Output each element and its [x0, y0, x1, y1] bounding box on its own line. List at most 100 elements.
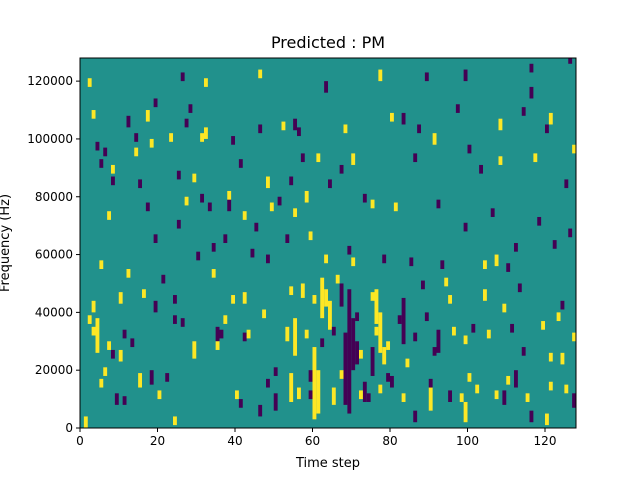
heatmap-cell	[114, 393, 119, 405]
heatmap-cell	[545, 413, 549, 426]
heatmap-cell	[83, 416, 88, 428]
heatmap-cell	[417, 124, 422, 134]
y-tick-label: 60000	[35, 248, 73, 262]
heatmap-cell	[401, 393, 406, 402]
heatmap-cell	[204, 78, 208, 87]
heatmap-cell	[436, 199, 441, 209]
heatmap-cell	[359, 349, 363, 359]
heatmap-cell	[486, 329, 491, 339]
heatmap-cell	[184, 118, 189, 128]
heatmap-cell	[184, 196, 189, 206]
heatmap-cell	[200, 193, 205, 203]
heatmap-cell	[200, 133, 205, 142]
heatmap-cell	[459, 393, 464, 402]
heatmap-cell	[145, 202, 150, 212]
heatmap-cell	[359, 390, 363, 400]
heatmap-cell	[351, 318, 356, 371]
heatmap-cell	[440, 260, 445, 270]
heatmap-cell	[320, 338, 325, 348]
heatmap-cell	[308, 390, 313, 400]
heatmap-cell	[382, 254, 387, 264]
heatmap-cell	[413, 410, 418, 423]
heatmap-cell	[300, 283, 305, 298]
heatmap-cell	[347, 245, 352, 255]
heatmap-cell	[134, 133, 139, 142]
heatmap-cell	[548, 381, 553, 391]
heatmap-cell	[188, 104, 193, 113]
heatmap-cell	[173, 295, 177, 304]
heatmap-cell	[138, 179, 143, 189]
heatmap-cell	[312, 295, 317, 304]
heatmap-cell	[498, 156, 503, 165]
heatmap-cell	[211, 269, 216, 278]
heatmap-cell	[498, 118, 503, 131]
heatmap-cell	[231, 136, 236, 145]
heatmap-cell	[533, 153, 538, 163]
heatmap-cell	[126, 115, 131, 128]
heatmap-cell	[157, 390, 162, 400]
heatmap-cell	[556, 312, 561, 322]
heatmap-cell	[467, 144, 472, 154]
heatmap-cell	[227, 199, 232, 212]
heatmap-cell	[289, 176, 294, 186]
y-tick-label: 80000	[35, 190, 73, 204]
heatmap-cell	[242, 332, 247, 342]
heatmap-cell	[444, 277, 449, 287]
heatmap-cell	[541, 321, 546, 330]
heatmap-cell	[176, 170, 181, 180]
heatmap-cell	[285, 234, 290, 243]
y-tick-label: 0	[65, 421, 73, 435]
heatmap-cell	[370, 199, 375, 209]
heatmap-cell	[428, 387, 433, 411]
heatmap-cell	[335, 274, 340, 284]
heatmap-cell	[362, 381, 367, 402]
heatmap-cell	[545, 124, 549, 134]
heatmap-cell	[281, 121, 286, 131]
heatmap-cell	[173, 315, 177, 324]
heatmap-cell	[343, 332, 348, 405]
heatmap-cell	[401, 297, 406, 345]
heatmap-cell	[448, 295, 453, 304]
heatmap-cell	[401, 112, 406, 125]
heatmap-cell	[448, 390, 453, 402]
heatmap-cell	[254, 222, 259, 232]
heatmap-cell	[111, 164, 115, 174]
heatmap-cell	[211, 243, 216, 252]
heatmap-cell	[91, 300, 96, 313]
heatmap-cell	[328, 300, 332, 330]
heatmap-cell	[552, 240, 557, 249]
heatmap-cell	[490, 208, 495, 217]
heatmap-cell	[122, 396, 127, 405]
heatmap-cell	[374, 326, 379, 336]
heatmap-cell	[432, 133, 437, 145]
heatmap-cell	[560, 352, 565, 365]
heatmap-cell	[308, 231, 313, 241]
heatmap-cell	[405, 358, 410, 368]
heatmap-cell	[165, 373, 170, 382]
heatmap-cell	[153, 98, 158, 108]
heatmap-cell	[390, 112, 394, 122]
heatmap-cell	[223, 234, 228, 243]
heatmap-cell	[266, 176, 270, 189]
heatmap-cell	[502, 390, 507, 405]
heatmap-cell	[180, 318, 185, 327]
heatmap-cell	[517, 283, 522, 293]
heatmap-cell	[572, 332, 577, 342]
heatmap-cell	[339, 164, 344, 174]
heatmap-background	[80, 58, 576, 428]
heatmap-cell	[91, 326, 96, 336]
heatmap-cell	[320, 277, 325, 319]
heatmap-cell	[138, 373, 143, 388]
heatmap-cell	[463, 335, 468, 345]
x-tick-label: 100	[456, 434, 479, 448]
heatmap-cell	[452, 326, 456, 336]
heatmap-cell	[355, 312, 360, 322]
heatmap-cell	[192, 173, 197, 183]
heatmap-cell	[266, 254, 270, 264]
heatmap-cell	[331, 387, 336, 405]
heatmap-cell	[355, 341, 360, 365]
heatmap-cell	[169, 133, 174, 142]
heatmap-cell	[521, 347, 526, 356]
heatmap-cell	[525, 393, 530, 402]
heatmap-cell	[432, 347, 437, 356]
